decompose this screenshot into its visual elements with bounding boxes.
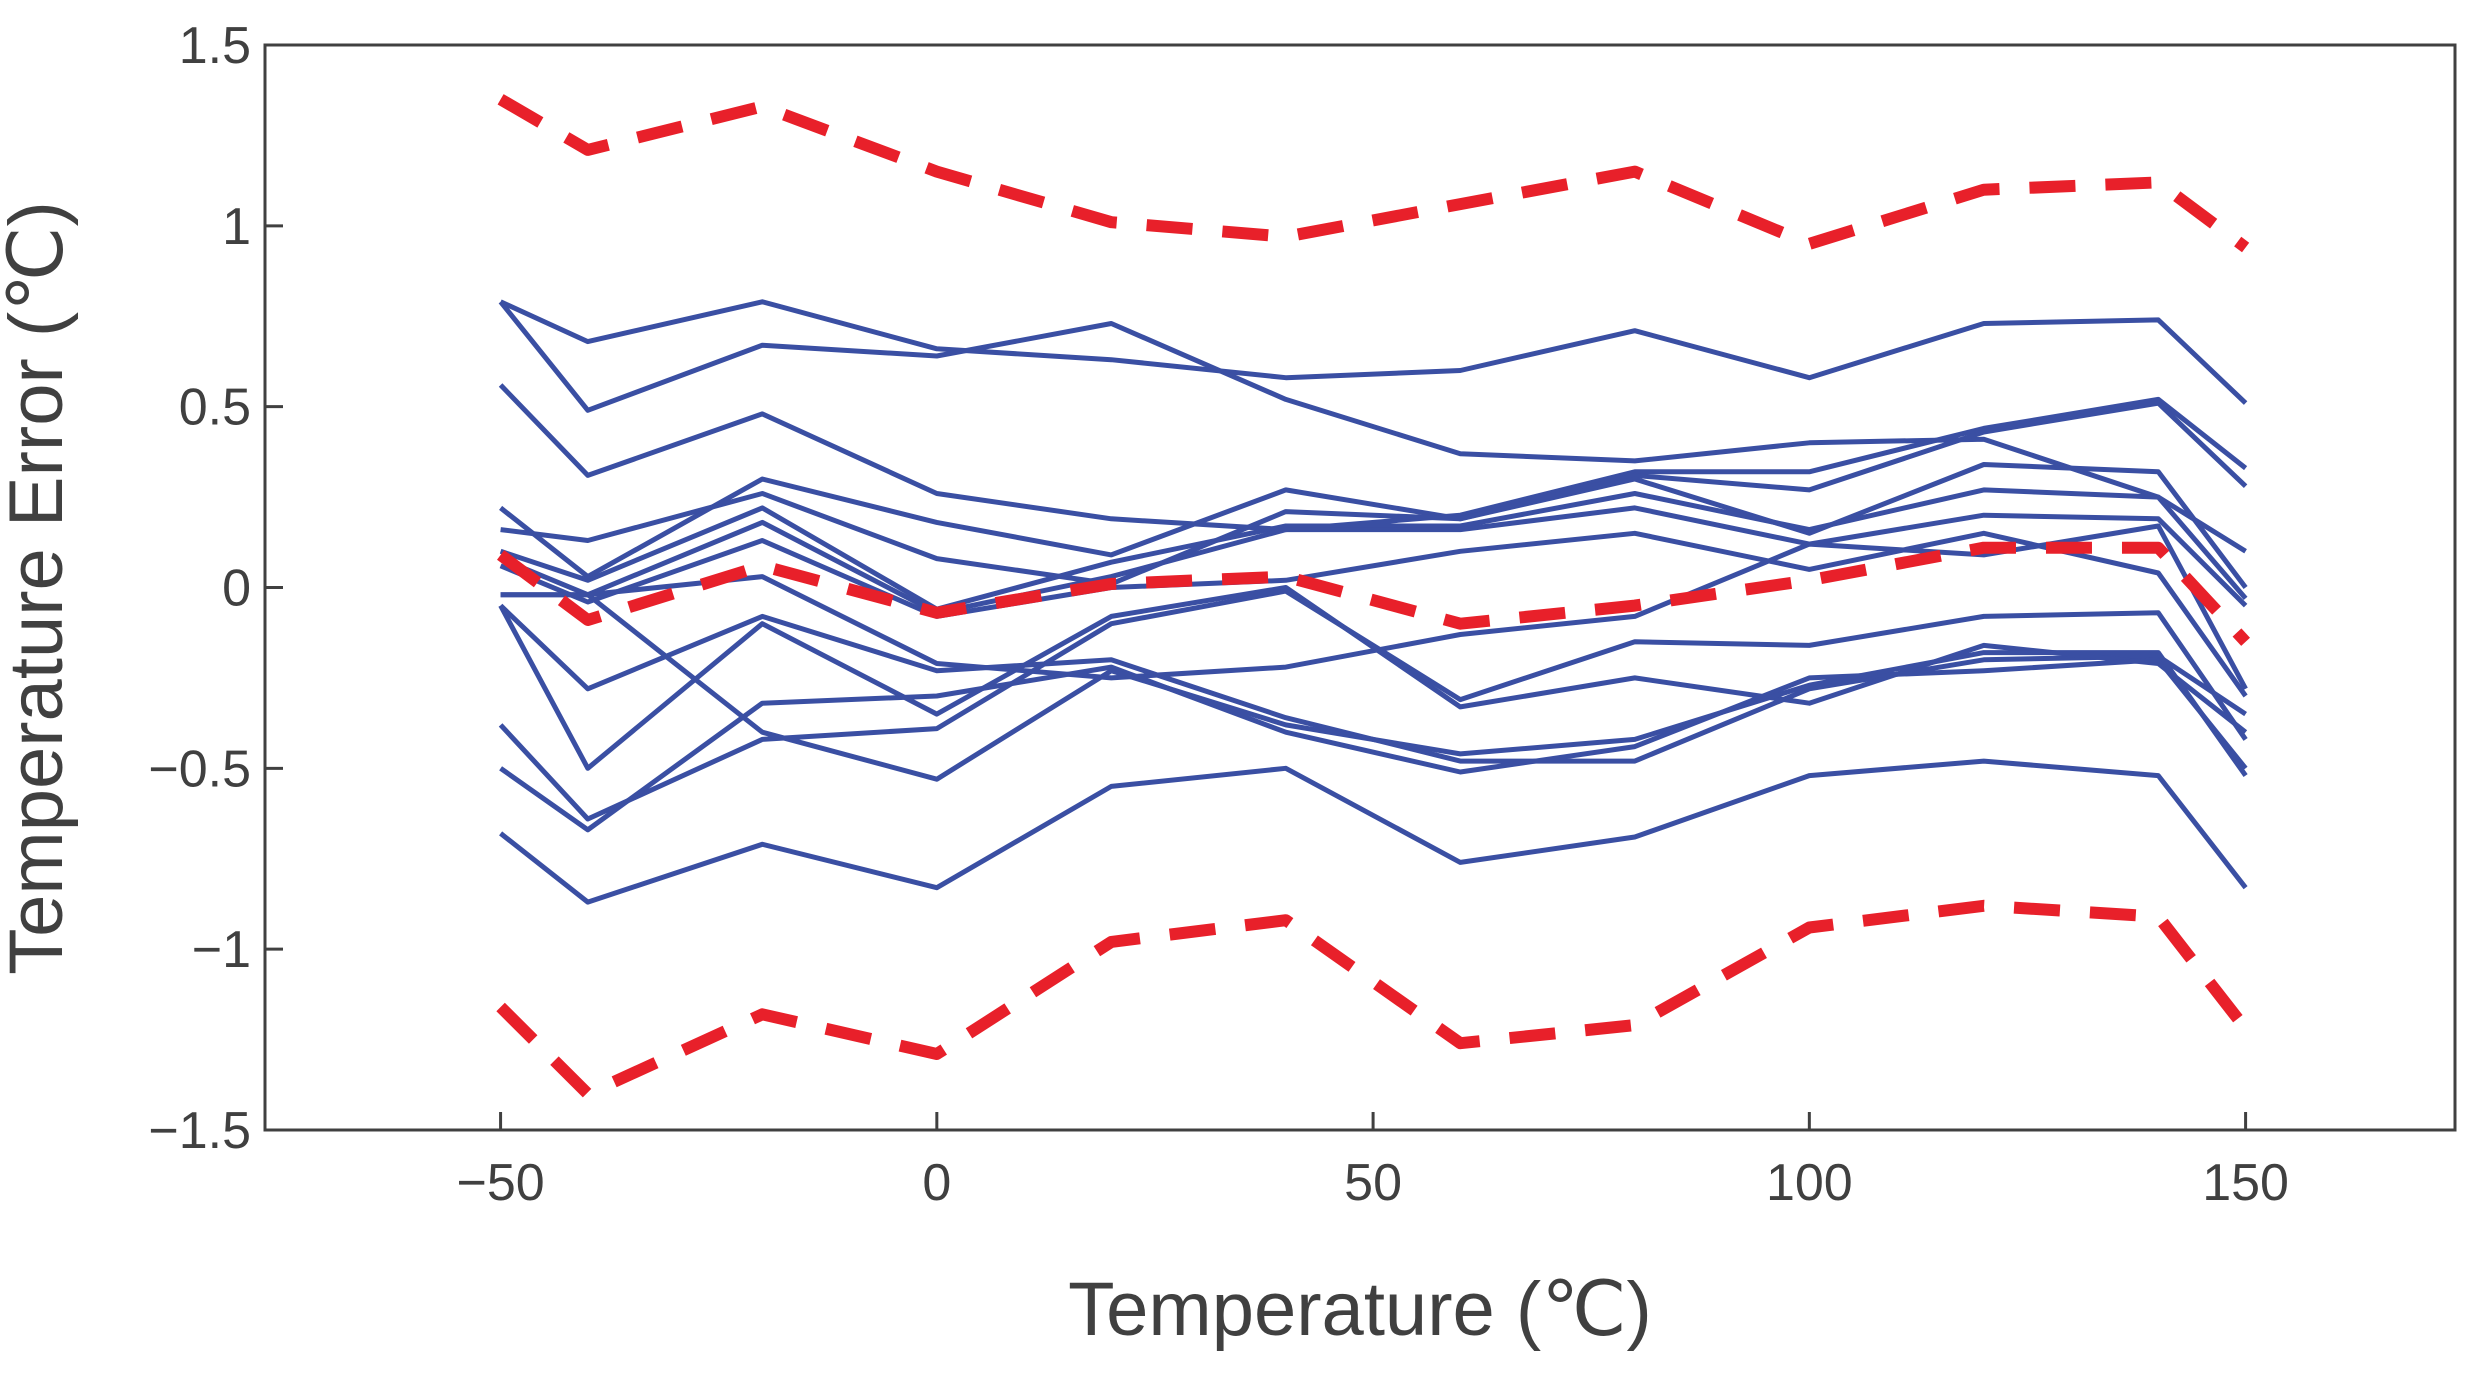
x-axis-title: Temperature (℃) xyxy=(1068,1267,1652,1352)
solid-series-line-sample-7 xyxy=(499,505,2248,616)
solid-series-line-sample-5 xyxy=(500,462,2248,590)
axis-ticks: −50 0 50 100 150 −1.5 −1 −0.5 0 0.5 1 1.5 xyxy=(148,17,2289,1212)
y-tick-label: −1 xyxy=(192,921,251,979)
x-tick-label: 0 xyxy=(922,1154,951,1212)
dashed-series-line-upper-bound xyxy=(497,94,2250,253)
x-tick-label: 150 xyxy=(2202,1154,2289,1212)
solid-series-line-sample-2 xyxy=(498,300,2247,554)
solid-series-line-sample-8 xyxy=(499,530,2248,698)
dashed-series-line-mean xyxy=(497,541,2250,646)
plot-area xyxy=(263,43,2457,1132)
y-tick-label: −0.5 xyxy=(148,740,251,798)
solid-series-line-sample-6 xyxy=(499,487,2248,612)
solid-series-line-sample-13 xyxy=(499,657,2248,833)
y-tick-label: 1 xyxy=(222,198,251,256)
solid-series-line-sample-1 xyxy=(499,299,2248,405)
solid-series-line-sample-14 xyxy=(499,758,2248,905)
y-tick-label: 0 xyxy=(222,560,251,618)
y-tick-label: −1.5 xyxy=(148,1102,251,1160)
x-tick-label: 50 xyxy=(1344,1154,1402,1212)
y-tick-label: 0.5 xyxy=(179,379,251,437)
solid-series-line-sample-12 xyxy=(498,588,2248,822)
solid-series-line-sample-15 xyxy=(500,592,2248,782)
x-tick-label: 100 xyxy=(1766,1154,1853,1212)
y-axis-title: Temperature Error (℃) xyxy=(0,201,79,975)
solid-series-line-sample-4 xyxy=(499,400,2248,580)
x-tick-label: −50 xyxy=(456,1154,544,1212)
series-lines xyxy=(496,94,2251,1100)
y-tick-label: 1.5 xyxy=(179,17,251,75)
solid-series-line-sample-3 xyxy=(498,383,2248,533)
